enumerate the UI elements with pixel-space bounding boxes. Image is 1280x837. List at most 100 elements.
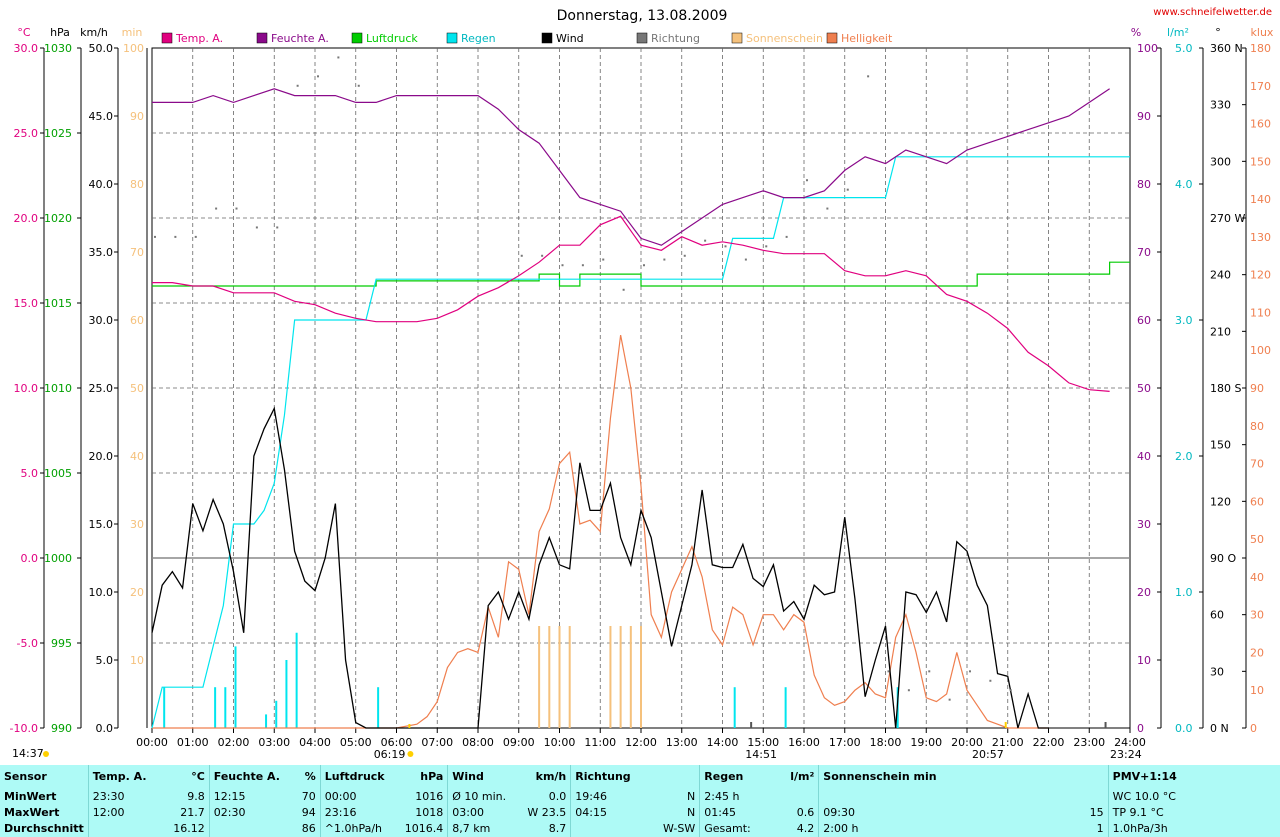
x-tick-label: 23:00 — [1073, 736, 1105, 749]
temp-max-value: 21.7 — [180, 806, 205, 819]
x-tick-label: 00:00 — [136, 736, 168, 749]
statistics-row-min: MinWert 23:30 9.8 12:15 70 00:00 1016 Ø … — [0, 789, 1280, 805]
direction-dot — [296, 84, 299, 87]
sunshine-tick-label: 70 — [130, 246, 144, 259]
direction-dot — [663, 258, 666, 261]
rain-tick-label: 4.0 — [1175, 178, 1193, 191]
humidity-tick-label: 40 — [1137, 450, 1151, 463]
brightness-unit-label: klux — [1251, 26, 1274, 39]
direction-tick-label: 360 N — [1210, 42, 1243, 55]
humidity-tick-label: 20 — [1137, 586, 1151, 599]
pressure-unit-label: hPa — [50, 26, 70, 39]
direction-tick-label: 150 — [1210, 439, 1231, 452]
brightness-tick-label: 30 — [1250, 609, 1264, 622]
pressure-tick-label: 1000 — [44, 552, 72, 565]
legend-label: Regen — [461, 32, 496, 45]
temp-tick-label: -10.0 — [10, 722, 38, 735]
sunshine-tick-label: 20 — [130, 586, 144, 599]
weather-chart: Donnerstag, 13.08.2009 www.schneifelwett… — [10, 7, 1274, 761]
site-link[interactable]: www.schneifelwetter.de — [1153, 7, 1272, 18]
statistics-table: Sensor Temp. A. °C Feuchte A. % Luftdruc… — [0, 765, 1280, 837]
pressure-min-value: 1016 — [415, 790, 444, 803]
sunshine-tick-label: 50 — [130, 382, 144, 395]
direction-dot — [317, 75, 319, 78]
legend-swatch — [351, 32, 363, 44]
humidity-tick-label: 10 — [1137, 654, 1151, 667]
x-tick-label: 15:00 — [747, 736, 779, 749]
rain-tick-label: 1.0 — [1175, 586, 1193, 599]
direction-tick-label: 270 W — [1210, 212, 1245, 225]
direction-dot — [948, 698, 951, 701]
header-rain-unit: l/m² — [790, 770, 815, 783]
direction-dot — [928, 670, 931, 673]
direction-dot — [907, 689, 910, 692]
wind-line — [151, 406, 1049, 729]
brightness-line — [152, 334, 1049, 729]
brightness-tick-label: 140 — [1250, 193, 1271, 206]
sunrise-label: 06:19 — [374, 748, 406, 761]
direction-tick-label: 180 S — [1210, 382, 1241, 395]
temp-tick-label: 0.0 — [21, 552, 39, 565]
legend-swatch — [446, 32, 458, 44]
wind-tick-label: 5.0 — [96, 654, 114, 667]
x-tick-label: 24:00 — [1114, 736, 1146, 749]
pressure-tick-label: 1020 — [44, 212, 72, 225]
pressure-max-value: 1018 — [415, 806, 444, 819]
direction-dot — [581, 264, 584, 267]
humidity-tick-label: 0 — [1137, 722, 1144, 735]
wind-min-value: 0.0 — [548, 790, 567, 803]
header-wind-unit: km/h — [535, 770, 567, 783]
legend-label: Richtung — [651, 32, 700, 45]
temp-tick-label: 30.0 — [14, 42, 39, 55]
pmv-row-1: WC 10.0 °C — [1107, 789, 1280, 805]
pressure-line — [152, 261, 1130, 287]
temp-tick-label: 5.0 — [21, 467, 39, 480]
direction-dot — [154, 235, 156, 238]
x-tick-label: 01:00 — [177, 736, 209, 749]
header-direction: Richtung — [570, 765, 636, 789]
x-tick-label: 12:00 — [625, 736, 657, 749]
temp-min-value: 9.8 — [187, 790, 205, 803]
direction-tick-label: 120 — [1210, 495, 1231, 508]
statistics-row-average: Durchschnitt 16.12 86 ^1.0hPa/h 1016.4 8… — [0, 821, 1280, 837]
x-tick-label: 05:00 — [340, 736, 372, 749]
humidity-max-time: 02:30 — [208, 805, 290, 821]
row-label: Durchschnitt — [4, 822, 84, 835]
temp-tick-label: 25.0 — [14, 127, 39, 140]
x-tick-label: 09:00 — [503, 736, 535, 749]
header-rain: Regen — [699, 765, 767, 789]
wind-tick-label: 25.0 — [89, 382, 114, 395]
x-tick-label: 06:00 — [381, 736, 413, 749]
humidity-tick-label: 50 — [1137, 382, 1151, 395]
x-tick-label: 13:00 — [666, 736, 698, 749]
sunshine-tick-label: 30 — [130, 518, 144, 531]
direction-tick-label: 210 — [1210, 325, 1231, 338]
x-tick-label: 16:00 — [788, 736, 820, 749]
humidity-max-value: 94 — [301, 806, 316, 819]
direction-tick-label: 30 — [1210, 665, 1224, 678]
axes: 30.025.020.015.010.05.00.0-5.0-10.010301… — [10, 42, 1271, 749]
brightness-tick-label: 120 — [1250, 269, 1271, 282]
direction-tick-label: 330 — [1210, 99, 1231, 112]
humidity-unit-label: % — [1131, 26, 1141, 39]
humidity-tick-label: 70 — [1137, 246, 1151, 259]
header-temp: Temp. A. — [87, 765, 167, 789]
x-tick-label: 21:00 — [992, 736, 1024, 749]
statistics-row-max: MaxWert 12:00 21.7 02:30 94 23:16 1018 0… — [0, 805, 1280, 821]
humidity-tick-label: 30 — [1137, 518, 1151, 531]
sunshine-tick-label: 40 — [130, 450, 144, 463]
direction-dot — [765, 245, 768, 248]
header-pressure: Luftdruck — [319, 765, 401, 789]
direction-dot — [520, 254, 523, 257]
direction-dot — [887, 670, 890, 673]
wind-tick-label: 0.0 — [96, 722, 114, 735]
direction-dot — [602, 258, 605, 261]
x-tick-label: 17:00 — [829, 736, 861, 749]
x-tick-label: 20:00 — [951, 736, 983, 749]
direction-dot — [989, 679, 992, 682]
header-humidity: Feuchte A. — [208, 765, 290, 789]
wind-tick-label: 35.0 — [89, 246, 114, 259]
wind-max-time: 03:00 — [447, 805, 519, 821]
direction-dot — [255, 226, 258, 229]
rain-tick-label: 2.0 — [1175, 450, 1193, 463]
